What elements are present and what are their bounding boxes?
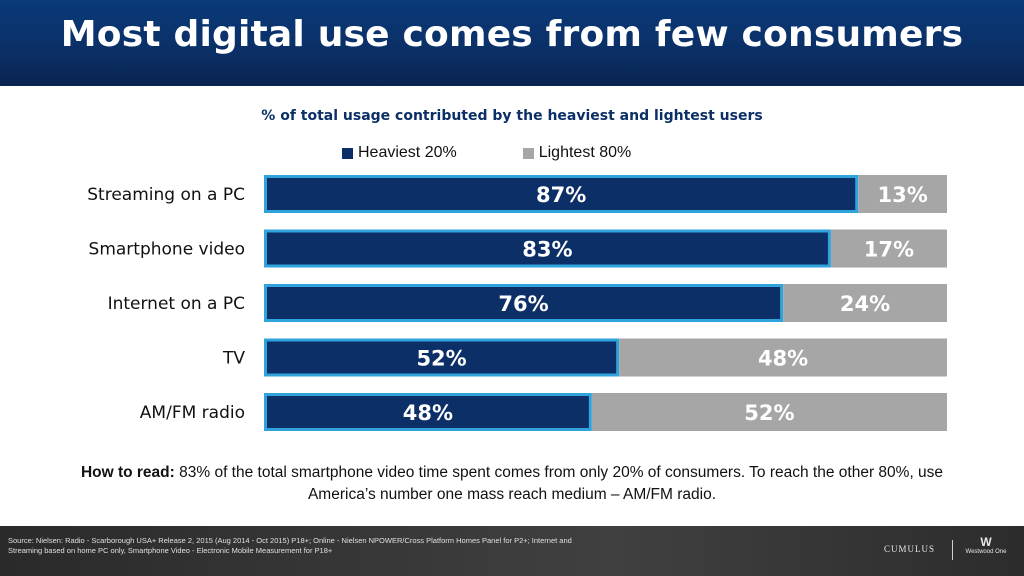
data-label-heaviest-am-fm-radio: 48% [403, 401, 453, 425]
bar-heaviest-streaming-on-a-pc [264, 175, 859, 213]
logo-divider [952, 540, 953, 560]
category-label-streaming-on-a-pc: Streaming on a PC [87, 185, 245, 205]
chart-subtitle: % of total usage contributed by the heav… [261, 108, 763, 124]
data-label-lightest-smartphone-video: 17% [864, 238, 914, 262]
category-label-am-fm-radio: AM/FM radio [140, 403, 245, 423]
data-label-heaviest-internet-on-a-pc: 76% [498, 292, 548, 316]
data-label-heaviest-tv: 52% [416, 347, 466, 371]
legend-swatch-heaviest [342, 147, 353, 159]
how-to-read-label: How to read: [80, 464, 175, 481]
footer-bar: Source: Nielsen: Radio - Scarborough USA… [0, 526, 1024, 576]
bar-lightest-streaming-on-a-pc [858, 175, 947, 213]
legend-item-lightest: Lightest 80% [522, 144, 632, 162]
westwood-one-mark-icon: W [980, 535, 992, 549]
category-label-tv: TV [222, 349, 245, 369]
source-note: Source: Nielsen: Radio - Scarborough USA… [8, 536, 572, 555]
bar-heaviest-internet-on-a-pc [264, 284, 784, 322]
legend-label-heaviest: Heaviest 20% [358, 144, 457, 161]
legend-swatch-lightest [522, 147, 534, 159]
bar-lightest-am-fm-radio [591, 393, 947, 431]
bar-heaviest-smartphone-video [264, 229, 831, 268]
bar-lightest-smartphone-video [830, 229, 947, 268]
bar-lightest-tv [619, 338, 947, 377]
data-label-lightest-internet-on-a-pc: 24% [840, 292, 890, 316]
bar-heaviest-tv [264, 338, 620, 377]
bar-heaviest-am-fm-radio [264, 393, 592, 431]
westwood-one-logo-text: Westwood One [965, 549, 1007, 555]
legend-item-heaviest: Heaviest 20% [342, 144, 457, 162]
bar-lightest-internet-on-a-pc [783, 284, 947, 322]
data-label-lightest-streaming-on-a-pc: 13% [877, 183, 927, 207]
title-banner: Most digital use comes from few consumer… [0, 0, 1024, 86]
how-to-read-note: How to read: 83% of the total smartphone… [60, 462, 964, 506]
how-to-read-text: 83% of the total smartphone video time s… [179, 464, 944, 503]
category-label-internet-on-a-pc: Internet on a PC [108, 294, 245, 314]
data-label-lightest-tv: 48% [758, 347, 808, 371]
legend-label-lightest: Lightest 80% [538, 144, 632, 161]
cumulus-logo: CUMULUS [884, 544, 936, 554]
westwood-one-logo: W Westwood One [958, 535, 1014, 556]
data-label-heaviest-smartphone-video: 83% [522, 238, 572, 262]
category-label-smartphone-video: Smartphone video [89, 240, 245, 260]
data-label-lightest-am-fm-radio: 52% [744, 401, 794, 425]
data-label-heaviest-streaming-on-a-pc: 87% [536, 183, 586, 207]
chart-legend: Heaviest 20% Lightest 80% [342, 144, 697, 162]
page-title: Most digital use comes from few consumer… [60, 14, 964, 55]
